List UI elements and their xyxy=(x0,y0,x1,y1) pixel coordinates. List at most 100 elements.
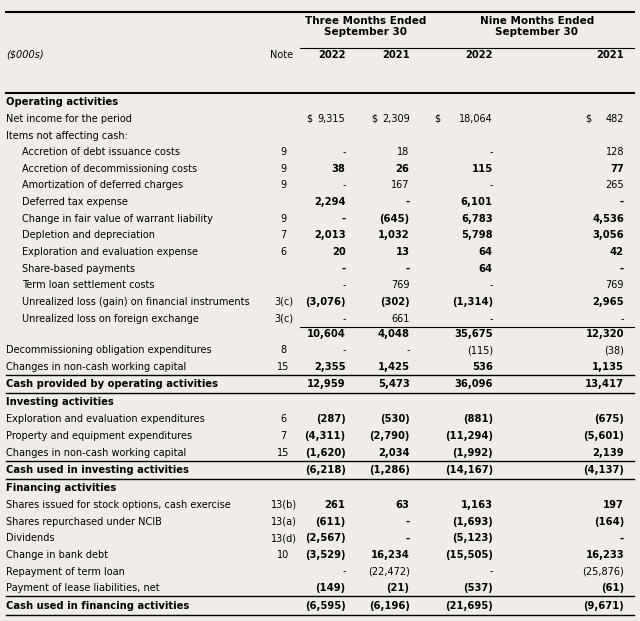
Text: -: - xyxy=(490,280,493,291)
Text: 9: 9 xyxy=(280,181,287,191)
Text: 12,959: 12,959 xyxy=(307,379,346,389)
Text: Depletion and depreciation: Depletion and depreciation xyxy=(22,230,156,240)
Text: Change in fair value of warrant liability: Change in fair value of warrant liabilit… xyxy=(22,214,213,224)
Text: 9: 9 xyxy=(280,164,287,174)
Text: 2,034: 2,034 xyxy=(378,448,410,458)
Text: 769: 769 xyxy=(391,280,410,291)
Text: 2022: 2022 xyxy=(465,50,493,60)
Text: 26: 26 xyxy=(396,164,410,174)
Text: 8: 8 xyxy=(280,345,287,355)
Text: $: $ xyxy=(434,114,440,124)
Text: Payment of lease liabilities, net: Payment of lease liabilities, net xyxy=(6,583,160,593)
Text: (537): (537) xyxy=(463,583,493,593)
Text: Dividends: Dividends xyxy=(6,533,55,543)
Text: 115: 115 xyxy=(472,164,493,174)
Text: 13: 13 xyxy=(396,247,410,257)
Text: 13(b): 13(b) xyxy=(271,500,296,510)
Text: Cash provided by operating activities: Cash provided by operating activities xyxy=(6,379,218,389)
Text: 128: 128 xyxy=(605,147,624,157)
Text: -: - xyxy=(490,147,493,157)
Text: 64: 64 xyxy=(479,247,493,257)
Text: 661: 661 xyxy=(391,314,410,324)
Text: 13,417: 13,417 xyxy=(585,379,624,389)
Text: $: $ xyxy=(371,114,378,124)
Text: Property and equipment expenditures: Property and equipment expenditures xyxy=(6,431,193,441)
Text: 1,032: 1,032 xyxy=(378,230,410,240)
Text: (2,567): (2,567) xyxy=(305,533,346,543)
Text: 265: 265 xyxy=(605,181,624,191)
Text: (287): (287) xyxy=(316,414,346,424)
Text: 2,965: 2,965 xyxy=(593,297,624,307)
Text: Note: Note xyxy=(270,50,293,60)
Text: 1,135: 1,135 xyxy=(592,362,624,372)
Text: (115): (115) xyxy=(467,345,493,355)
Text: $: $ xyxy=(586,114,592,124)
Text: Exploration and evaluation expense: Exploration and evaluation expense xyxy=(22,247,198,257)
Text: -: - xyxy=(621,314,624,324)
Text: -: - xyxy=(620,264,624,274)
Text: -: - xyxy=(342,314,346,324)
Text: 64: 64 xyxy=(479,264,493,274)
Text: Three Months Ended
September 30: Three Months Ended September 30 xyxy=(305,16,426,37)
Text: -: - xyxy=(406,345,410,355)
Text: (2,790): (2,790) xyxy=(369,431,410,441)
Text: 2021: 2021 xyxy=(596,50,624,60)
Text: 10,604: 10,604 xyxy=(307,329,346,340)
Text: 2022: 2022 xyxy=(318,50,346,60)
Text: Share-based payments: Share-based payments xyxy=(22,264,136,274)
Text: 77: 77 xyxy=(611,164,624,174)
Text: 3(c): 3(c) xyxy=(274,314,293,324)
Text: (3,076): (3,076) xyxy=(305,297,346,307)
Text: Investing activities: Investing activities xyxy=(6,397,114,407)
Text: 6,783: 6,783 xyxy=(461,214,493,224)
Text: (881): (881) xyxy=(463,414,493,424)
Text: Amortization of deferred charges: Amortization of deferred charges xyxy=(22,181,184,191)
Text: -: - xyxy=(342,181,346,191)
Text: (5,123): (5,123) xyxy=(452,533,493,543)
Text: Changes in non-cash working capital: Changes in non-cash working capital xyxy=(6,362,187,372)
Text: -: - xyxy=(342,214,346,224)
Text: (22,472): (22,472) xyxy=(368,566,410,576)
Text: Repayment of term loan: Repayment of term loan xyxy=(6,566,125,576)
Text: 7: 7 xyxy=(280,230,287,240)
Text: 5,473: 5,473 xyxy=(378,379,410,389)
Text: (5,601): (5,601) xyxy=(583,431,624,441)
Text: Exploration and evaluation expenditures: Exploration and evaluation expenditures xyxy=(6,414,205,424)
Text: Unrealized loss (gain) on financial instruments: Unrealized loss (gain) on financial inst… xyxy=(22,297,250,307)
Text: -: - xyxy=(490,566,493,576)
Text: Decommissioning obligation expenditures: Decommissioning obligation expenditures xyxy=(6,345,212,355)
Text: 15: 15 xyxy=(277,448,290,458)
Text: 16,233: 16,233 xyxy=(586,550,624,560)
Text: 1,163: 1,163 xyxy=(461,500,493,510)
Text: 2,309: 2,309 xyxy=(382,114,410,124)
Text: Accretion of decommissioning costs: Accretion of decommissioning costs xyxy=(22,164,198,174)
Text: Cash used in financing activities: Cash used in financing activities xyxy=(6,601,189,610)
Text: (61): (61) xyxy=(601,583,624,593)
Text: (675): (675) xyxy=(594,414,624,424)
Text: 4,048: 4,048 xyxy=(378,329,410,340)
Text: ($000s): ($000s) xyxy=(6,50,44,60)
Text: (1,620): (1,620) xyxy=(305,448,346,458)
Text: 2,355: 2,355 xyxy=(314,362,346,372)
Text: (1,693): (1,693) xyxy=(452,517,493,527)
Text: -: - xyxy=(406,533,410,543)
Text: 1,425: 1,425 xyxy=(378,362,410,372)
Text: (645): (645) xyxy=(380,214,410,224)
Text: Unrealized loss on foreign exchange: Unrealized loss on foreign exchange xyxy=(22,314,199,324)
Text: (9,671): (9,671) xyxy=(583,601,624,610)
Text: -: - xyxy=(490,314,493,324)
Text: 18: 18 xyxy=(397,147,410,157)
Text: 16,234: 16,234 xyxy=(371,550,410,560)
Text: (21): (21) xyxy=(387,583,410,593)
Text: -: - xyxy=(490,181,493,191)
Text: $: $ xyxy=(306,114,312,124)
Text: 536: 536 xyxy=(472,362,493,372)
Text: (38): (38) xyxy=(604,345,624,355)
Text: 10: 10 xyxy=(277,550,290,560)
Text: Shares repurchased under NCIB: Shares repurchased under NCIB xyxy=(6,517,163,527)
Text: 18,064: 18,064 xyxy=(459,114,493,124)
Text: 769: 769 xyxy=(605,280,624,291)
Text: 2,294: 2,294 xyxy=(314,197,346,207)
Text: 20: 20 xyxy=(332,247,346,257)
Text: 3(c): 3(c) xyxy=(274,297,293,307)
